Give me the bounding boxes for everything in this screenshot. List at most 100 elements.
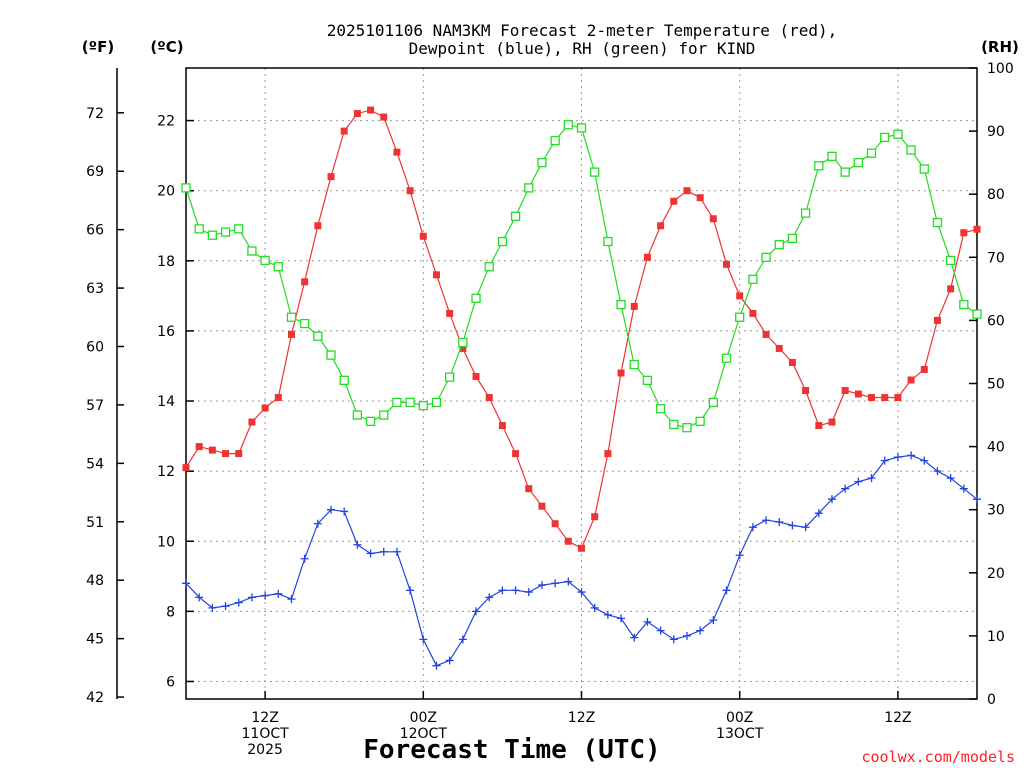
data-point (933, 316, 941, 324)
data-point (498, 422, 506, 430)
credit-text: coolwx.com/models (861, 748, 1015, 766)
data-point (669, 419, 679, 430)
data-point (365, 416, 376, 427)
data-point (788, 521, 797, 530)
x-axis-title: Forecast Time (UTC) (363, 735, 660, 765)
data-point (194, 224, 204, 234)
fahrenheit-tick-label: 54 (86, 456, 104, 472)
data-point (261, 404, 269, 412)
fahrenheit-tick-label: 48 (86, 573, 104, 589)
data-point (854, 390, 862, 398)
data-point (655, 404, 666, 414)
data-point (800, 208, 811, 218)
data-point (959, 299, 969, 310)
data-point (695, 416, 705, 427)
data-point (472, 607, 481, 616)
data-point (234, 224, 244, 234)
data-point (736, 292, 744, 300)
data-point (405, 397, 415, 408)
data-point (537, 157, 547, 168)
data-point (696, 626, 705, 635)
data-point (551, 520, 559, 528)
fahrenheit-tick-label: 63 (86, 281, 104, 297)
data-point (339, 375, 349, 385)
data-point (314, 222, 322, 230)
celsius-tick-label: 10 (157, 534, 175, 550)
data-point (286, 312, 297, 322)
data-point (380, 113, 388, 121)
time-tick-label: 12Z (568, 710, 595, 726)
series-layer (181, 106, 982, 670)
data-point (432, 661, 441, 670)
data-point (932, 217, 943, 228)
data-point (973, 495, 981, 504)
data-point (669, 635, 678, 644)
data-point (657, 222, 665, 230)
series-dewpoint (182, 451, 981, 670)
data-point (393, 148, 401, 156)
data-point (208, 446, 216, 454)
data-point (616, 299, 626, 310)
celsius-tick-label: 12 (157, 464, 175, 480)
data-point (524, 183, 534, 193)
data-point (234, 598, 243, 607)
time-tick-label: 2025 (247, 742, 283, 758)
data-point (220, 227, 231, 237)
data-point (352, 410, 363, 420)
data-point (854, 477, 863, 486)
rh-tick-label: 50 (987, 377, 1005, 393)
fahrenheit-tick-label: 51 (86, 515, 104, 531)
data-point (195, 443, 203, 451)
data-point (801, 523, 810, 532)
data-point (735, 551, 744, 560)
data-point (814, 161, 824, 171)
data-point (313, 331, 323, 341)
time-tick-label: 12Z (251, 710, 278, 726)
data-point (670, 197, 678, 205)
rh-tick-label: 10 (987, 629, 1005, 645)
data-point (748, 274, 758, 285)
data-point (299, 318, 310, 329)
data-point (643, 253, 651, 261)
data-point (261, 591, 270, 600)
fahrenheit-tick-label: 57 (86, 398, 104, 414)
data-point (340, 127, 348, 135)
data-point (564, 537, 572, 545)
data-point (366, 549, 375, 558)
data-point (195, 593, 204, 602)
data-point (709, 616, 718, 625)
data-point (723, 260, 731, 268)
data-point (907, 376, 915, 384)
fahrenheit-tick-label: 66 (86, 223, 104, 239)
fahrenheit-tick-label: 45 (86, 632, 104, 648)
data-point (894, 394, 902, 402)
data-point (327, 505, 336, 514)
data-point (881, 394, 889, 402)
data-point (445, 656, 454, 665)
rh-tick-label: 100 (987, 61, 1014, 77)
data-point (722, 586, 731, 595)
data-point (353, 540, 362, 549)
data-point (406, 187, 414, 195)
data-point (301, 278, 309, 286)
data-point (880, 132, 890, 143)
data-point (222, 450, 230, 458)
data-point (392, 547, 401, 556)
data-point (379, 410, 389, 420)
data-point (683, 187, 691, 195)
data-point (867, 474, 876, 483)
data-point (787, 233, 798, 244)
data-point (814, 509, 823, 518)
celsius-tick-label: 18 (157, 254, 175, 270)
data-point (828, 418, 836, 426)
celsius-tick-label: 16 (157, 324, 175, 340)
data-point (933, 467, 942, 476)
data-point (485, 593, 494, 602)
data-point (459, 344, 467, 352)
data-point (577, 588, 586, 597)
data-point (537, 581, 546, 590)
rh-tick-label: 20 (987, 566, 1005, 582)
data-point (273, 262, 283, 272)
fahrenheit-tick-label: 60 (86, 339, 104, 355)
